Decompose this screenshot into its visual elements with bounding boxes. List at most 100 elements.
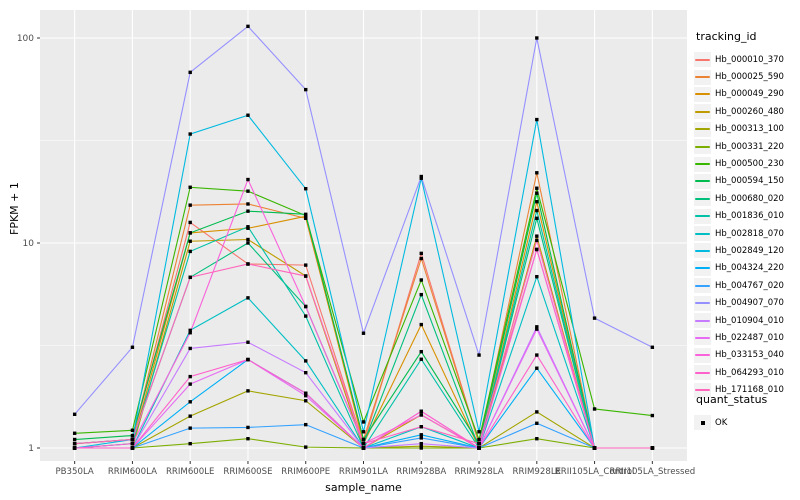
legend-item-label: Hb_004324_220 [715,263,784,274]
legend-line-icon [695,180,710,183]
legend-item-label: Hb_001836_010 [715,211,784,222]
legend-item: Hb_004324_220 [694,260,800,277]
y-tick-label: 100 [17,34,34,44]
legend-line-icon [695,128,710,131]
x-tick-label: RRIM600LA [108,467,157,477]
legend-line-icon [695,76,710,79]
data-point [304,212,308,217]
legend-item: Hb_022487_010 [694,329,800,346]
x-tick-label: RRIM600PE [281,467,330,477]
data-point [535,437,539,441]
legend-item-label: Hb_002849_120 [715,245,784,256]
quant-ok-key [694,415,711,431]
data-point [419,322,423,327]
legend-item: Hb_001836_010 [694,208,800,225]
data-point [419,436,423,440]
legend-title: quant_status [696,393,768,406]
data-point [650,345,655,349]
data-point [188,414,192,418]
data-point [246,389,250,393]
x-tick-label: RRII105LA_Control [555,467,635,477]
data-point [592,316,597,320]
legend-line-icon [695,354,710,357]
legend-line-icon [695,249,710,252]
legend-item: Hb_033153_040 [694,347,800,364]
data-point [304,359,308,363]
data-point [130,345,135,349]
data-point [304,304,308,309]
data-point [419,174,423,179]
data-point [188,203,192,207]
legend-item-label: Hb_000313_100 [715,124,784,135]
data-point [188,374,192,379]
data-point [592,407,597,411]
legend-item-label: Hb_022487_010 [715,332,784,343]
data-point [246,262,250,266]
data-point [130,441,135,446]
legend-item: Hb_004767_020 [694,277,800,294]
square-marker-icon [700,420,705,425]
data-point [419,357,423,361]
x-tick-label: RRII105LA_Stressed [609,467,695,477]
legend-line-icon [695,58,710,61]
data-point [535,36,539,40]
legend-key [694,121,711,137]
data-point [419,433,423,437]
data-point [535,186,539,190]
data-point [246,24,250,29]
data-point [246,237,250,242]
legend-line-icon [695,389,710,392]
data-point [130,433,135,438]
data-point [419,278,423,282]
data-point [477,353,481,357]
data-point [650,446,655,450]
legend-item-label: Hb_033153_040 [715,350,784,361]
legend-item-label: Hb_010904_010 [715,315,784,326]
data-point [535,216,539,220]
legend-item-label: Hb_004767_020 [715,280,784,291]
legend-key [694,243,711,259]
data-point [188,382,192,386]
legend-item: Hb_000313_100 [694,121,800,138]
legend-item-label: Hb_002818_070 [715,228,784,239]
legend-line-icon [695,145,710,148]
legend-item: Hb_004907_070 [694,294,800,311]
x-tick-label: RRIM928BA [396,467,446,477]
legend-line-icon [695,302,710,305]
legend-key [694,313,711,329]
legend-item: Hb_002818_070 [694,225,800,242]
data-point [419,292,423,297]
legend-item: Hb_000049_290 [694,86,800,103]
data-point [188,275,192,280]
data-point [361,441,366,446]
data-point [72,446,77,450]
data-point [72,431,77,435]
data-point [188,426,192,430]
data-point [535,234,539,238]
data-point [246,340,250,344]
x-tick-label: RRIM928LE [513,467,562,477]
data-point [477,446,481,450]
data-point [535,200,539,204]
data-point [188,249,192,254]
legend-line-icon [695,110,710,113]
legend-item-label: OK [715,417,728,428]
data-point [188,346,192,351]
data-point [72,441,77,446]
legend-item: Hb_000594_150 [694,173,800,190]
legend-key [694,69,711,85]
data-point [535,366,539,370]
legend-key [694,295,711,311]
legend-item: Hb_064293_010 [694,364,800,381]
legend-key [694,173,711,189]
data-point [535,353,539,357]
legend-item-label: Hb_000010_370 [715,54,784,65]
legend-item-label: Hb_000025_590 [715,72,784,83]
data-point [304,274,308,278]
x-tick-label: PB350LA [55,467,93,477]
data-point [304,393,308,398]
data-point [246,189,250,193]
legend-item: Hb_000025_590 [694,68,800,85]
data-point [419,413,423,417]
